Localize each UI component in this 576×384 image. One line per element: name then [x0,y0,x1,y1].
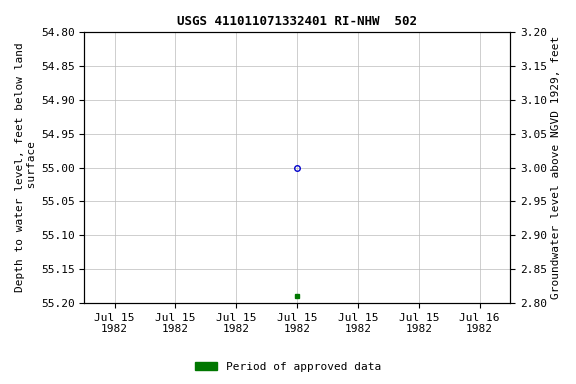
Legend: Period of approved data: Period of approved data [191,358,385,377]
Y-axis label: Groundwater level above NGVD 1929, feet: Groundwater level above NGVD 1929, feet [551,36,561,299]
Title: USGS 411011071332401 RI-NHW  502: USGS 411011071332401 RI-NHW 502 [177,15,417,28]
Y-axis label: Depth to water level, feet below land
 surface: Depth to water level, feet below land su… [15,43,37,292]
